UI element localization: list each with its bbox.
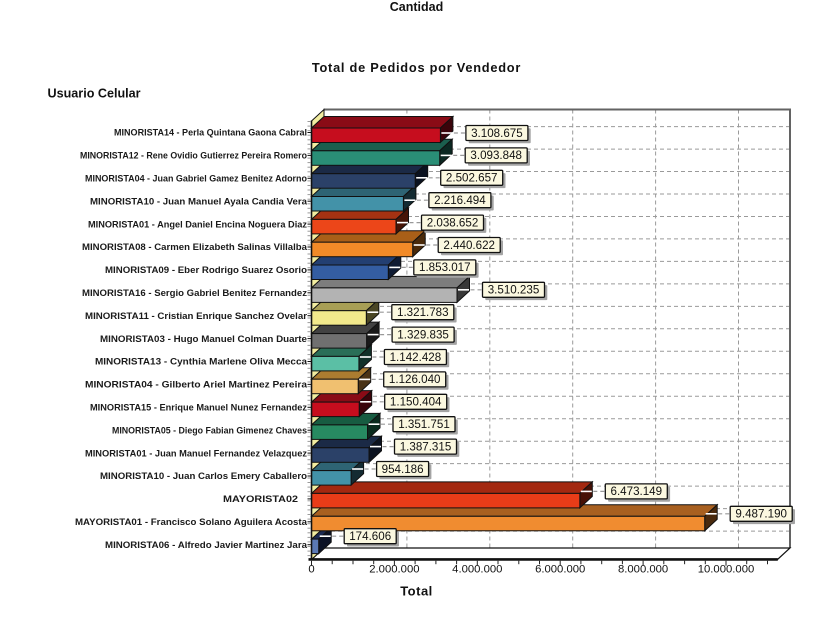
svg-text:1.142.428: 1.142.428	[390, 351, 442, 364]
svg-text:MINORISTA10 - Juan Carlos Emer: MINORISTA10 - Juan Carlos Emery Caballer…	[100, 471, 307, 481]
svg-text:1.321.783: 1.321.783	[397, 306, 449, 319]
svg-text:0: 0	[308, 564, 314, 576]
svg-text:MINORISTA01 - Angel Daniel Enc: MINORISTA01 - Angel Daniel Encina Noguer…	[88, 219, 307, 229]
svg-text:6.000.000: 6.000.000	[535, 564, 585, 576]
svg-text:MAYORISTA02: MAYORISTA02	[223, 494, 298, 504]
svg-text:2.502.657: 2.502.657	[446, 172, 498, 185]
svg-text:Total: Total	[400, 584, 433, 599]
svg-text:1.150.404: 1.150.404	[390, 396, 442, 409]
svg-text:9.487.190: 9.487.190	[735, 508, 787, 521]
svg-text:3.510.235: 3.510.235	[488, 284, 540, 297]
svg-text:MINORISTA05 - Diego Fabian Gim: MINORISTA05 - Diego Fabian Gimenez Chave…	[112, 425, 307, 435]
svg-text:Total de Pedidos por Vendedor: Total de Pedidos por Vendedor	[312, 60, 521, 75]
svg-text:8.000.000: 8.000.000	[618, 564, 668, 576]
svg-text:MINORISTA16 - Sergio Gabriel B: MINORISTA16 - Sergio Gabriel Benitez Fer…	[82, 288, 307, 298]
svg-text:MINORISTA15 - Enrique Manuel N: MINORISTA15 - Enrique Manuel Nunez Ferna…	[90, 403, 307, 413]
svg-text:2.216.494: 2.216.494	[434, 194, 486, 207]
svg-text:MINORISTA01 - Juan Manuel Fern: MINORISTA01 - Juan Manuel Fernandez Vela…	[85, 448, 307, 458]
svg-text:4.000.000: 4.000.000	[452, 564, 502, 576]
svg-text:2.038.652: 2.038.652	[427, 216, 479, 229]
svg-text:10.000.000: 10.000.000	[698, 564, 755, 576]
svg-text:MINORISTA04 - Gilberto Ariel M: MINORISTA04 - Gilberto Ariel Martinez Pe…	[85, 380, 308, 390]
svg-text:2.000.000: 2.000.000	[369, 564, 419, 576]
svg-text:Usuario Celular: Usuario Celular	[48, 87, 141, 101]
svg-text:Cantidad: Cantidad	[390, 0, 443, 14]
svg-text:2.440.622: 2.440.622	[443, 239, 495, 252]
svg-text:MINORISTA14 - Perla Quintana G: MINORISTA14 - Perla Quintana Gaona Cabra…	[114, 128, 307, 138]
svg-text:MINORISTA08 - Carmen Elizabeth: MINORISTA08 - Carmen Elizabeth Salinas V…	[82, 242, 308, 252]
svg-text:MINORISTA03 - Hugo Manuel Colm: MINORISTA03 - Hugo Manuel Colman Duarte	[100, 334, 307, 344]
svg-text:MINORISTA12 - Rene Ovidio Guti: MINORISTA12 - Rene Ovidio Gutierrez Pere…	[80, 151, 307, 161]
svg-text:MINORISTA04 - Juan Gabriel Gam: MINORISTA04 - Juan Gabriel Gamez Benitez…	[85, 174, 307, 184]
svg-text:MINORISTA11 - Cristian Enrique: MINORISTA11 - Cristian Enrique Sanchez O…	[85, 311, 307, 321]
svg-text:1.329.835: 1.329.835	[397, 328, 449, 341]
svg-text:6.473.149: 6.473.149	[611, 485, 663, 498]
svg-text:1.126.040: 1.126.040	[389, 373, 441, 386]
svg-text:MINORISTA09 - Eber Rodrigo Sua: MINORISTA09 - Eber Rodrigo Suarez Osorio	[105, 265, 307, 275]
svg-text:3.093.848: 3.093.848	[470, 149, 522, 162]
svg-text:3.108.675: 3.108.675	[471, 127, 523, 140]
svg-text:MINORISTA13 - Cynthia Marlene: MINORISTA13 - Cynthia Marlene Oliva Mecc…	[95, 357, 308, 367]
svg-text:1.853.017: 1.853.017	[419, 261, 471, 274]
svg-text:MAYORISTA01 - Francisco Solano: MAYORISTA01 - Francisco Solano Aguilera …	[75, 517, 308, 527]
svg-text:954.186: 954.186	[382, 463, 424, 476]
svg-text:174.606: 174.606	[349, 530, 391, 543]
svg-text:1.387.315: 1.387.315	[400, 440, 452, 453]
svg-text:MINORISTA06 - Alfredo Javier M: MINORISTA06 - Alfredo Javier Martinez Ja…	[105, 540, 308, 550]
svg-text:1.351.751: 1.351.751	[398, 418, 450, 431]
svg-text:MINORISTA10 - Juan Manuel Ayal: MINORISTA10 - Juan Manuel Ayala Candia V…	[90, 196, 308, 206]
